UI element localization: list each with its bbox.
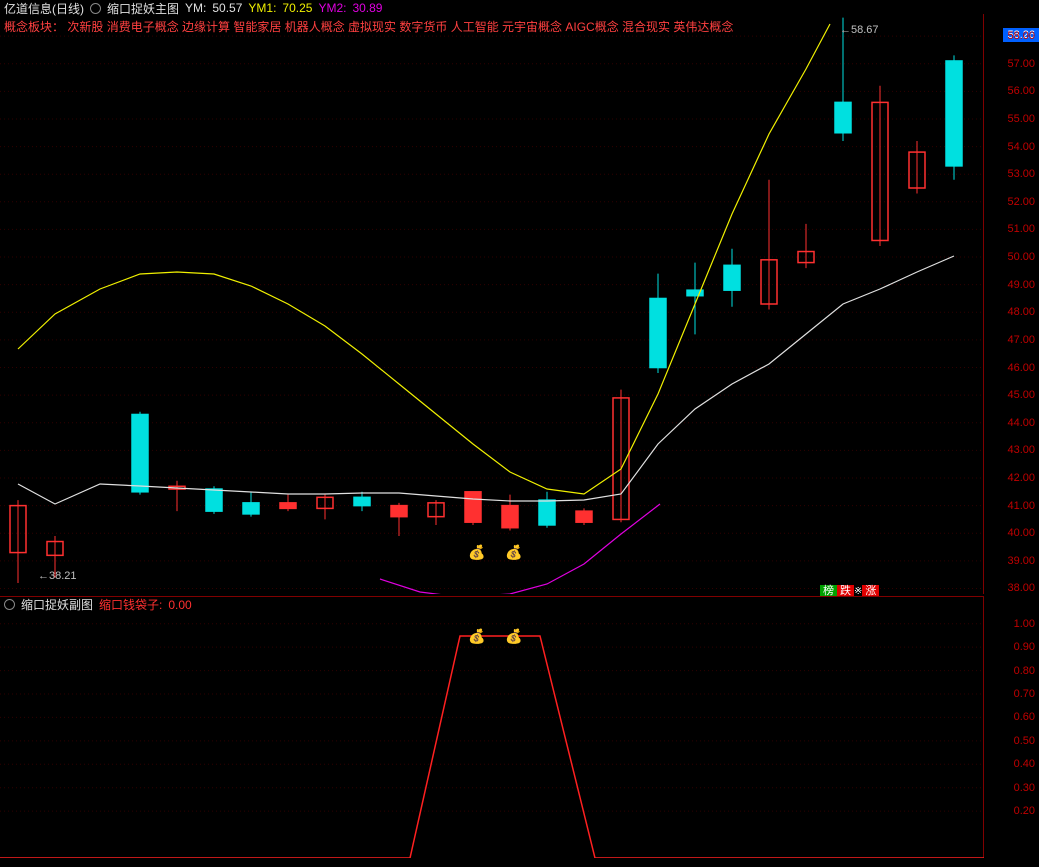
money-bag-icon: 💰: [468, 544, 485, 561]
y-tick: 40.00: [1007, 527, 1035, 539]
sub-chart[interactable]: 💰💰: [0, 612, 984, 858]
y-tick: 41.00: [1007, 500, 1035, 512]
y-tick: 0.80: [1014, 665, 1035, 677]
y-tick: 0.20: [1014, 805, 1035, 817]
y-tick: 46.00: [1007, 362, 1035, 374]
price-marker: ←58.67: [840, 24, 879, 36]
ym-line: [18, 256, 954, 504]
money-bag-icon: 💰: [468, 628, 485, 645]
y-tick: 58.00: [1007, 30, 1035, 42]
sub-ind-value: 0.00: [168, 598, 191, 612]
y-tick: 0.40: [1014, 758, 1035, 770]
y-tick: 0.30: [1014, 782, 1035, 794]
y-tick: 45.00: [1007, 389, 1035, 401]
y-tick: 49.00: [1007, 279, 1035, 291]
y-tick: 47.00: [1007, 334, 1035, 346]
y-tick: 38.00: [1007, 582, 1035, 594]
y-tick: 48.00: [1007, 306, 1035, 318]
ym-value: 50.57: [212, 1, 242, 15]
y-tick: 39.00: [1007, 555, 1035, 567]
y-tick: 44.00: [1007, 417, 1035, 429]
money-bag-icon: 💰: [505, 544, 522, 561]
y-tick: 54.00: [1007, 141, 1035, 153]
y-tick: 50.00: [1007, 251, 1035, 263]
price-marker: ←38.21: [38, 570, 77, 582]
gear-icon[interactable]: [90, 3, 101, 14]
y-tick: 0.60: [1014, 711, 1035, 723]
sub-ind-label: 缩口钱袋子:: [99, 596, 162, 613]
y-tick: 57.00: [1007, 58, 1035, 70]
y-tick: 42.00: [1007, 472, 1035, 484]
y-tick: 0.70: [1014, 688, 1035, 700]
main-chart-svg: [0, 14, 984, 594]
sub-y-axis: 0.20 0.30 0.40 0.50 0.60 0.70 0.80 0.90 1.00: [984, 612, 1039, 858]
sub-chart-svg: [0, 612, 984, 858]
ym2-value: 30.89: [352, 1, 382, 15]
money-bag-icon: 💰: [505, 628, 522, 645]
y-tick: 0.50: [1014, 735, 1035, 747]
y-tick: 56.00: [1007, 85, 1035, 97]
sub-header: 缩口捉妖副图 缩口钱袋子: 0.00: [0, 596, 984, 612]
y-tick: 55.00: [1007, 113, 1035, 125]
main-y-axis: 58.26 38.0039.0040.0041.0042.0043.0044.0…: [984, 14, 1039, 594]
ym1-label: YM1:: [248, 1, 276, 15]
y-tick: 1.00: [1014, 618, 1035, 630]
ym-label: YM:: [185, 1, 206, 15]
y-tick: 53.00: [1007, 168, 1035, 180]
y-tick: 0.90: [1014, 641, 1035, 653]
y-tick: 51.00: [1007, 223, 1035, 235]
ym1-value: 70.25: [282, 1, 312, 15]
sub-indicator-line: [0, 636, 984, 858]
ym2-label: YM2:: [318, 1, 346, 15]
gear-icon[interactable]: [4, 599, 15, 610]
main-chart[interactable]: ←58.67←38.21💰💰榜跌※涨: [0, 14, 984, 594]
sub-indicator-name: 缩口捉妖副图: [21, 596, 93, 613]
y-tick: 52.00: [1007, 196, 1035, 208]
y-tick: 43.00: [1007, 444, 1035, 456]
